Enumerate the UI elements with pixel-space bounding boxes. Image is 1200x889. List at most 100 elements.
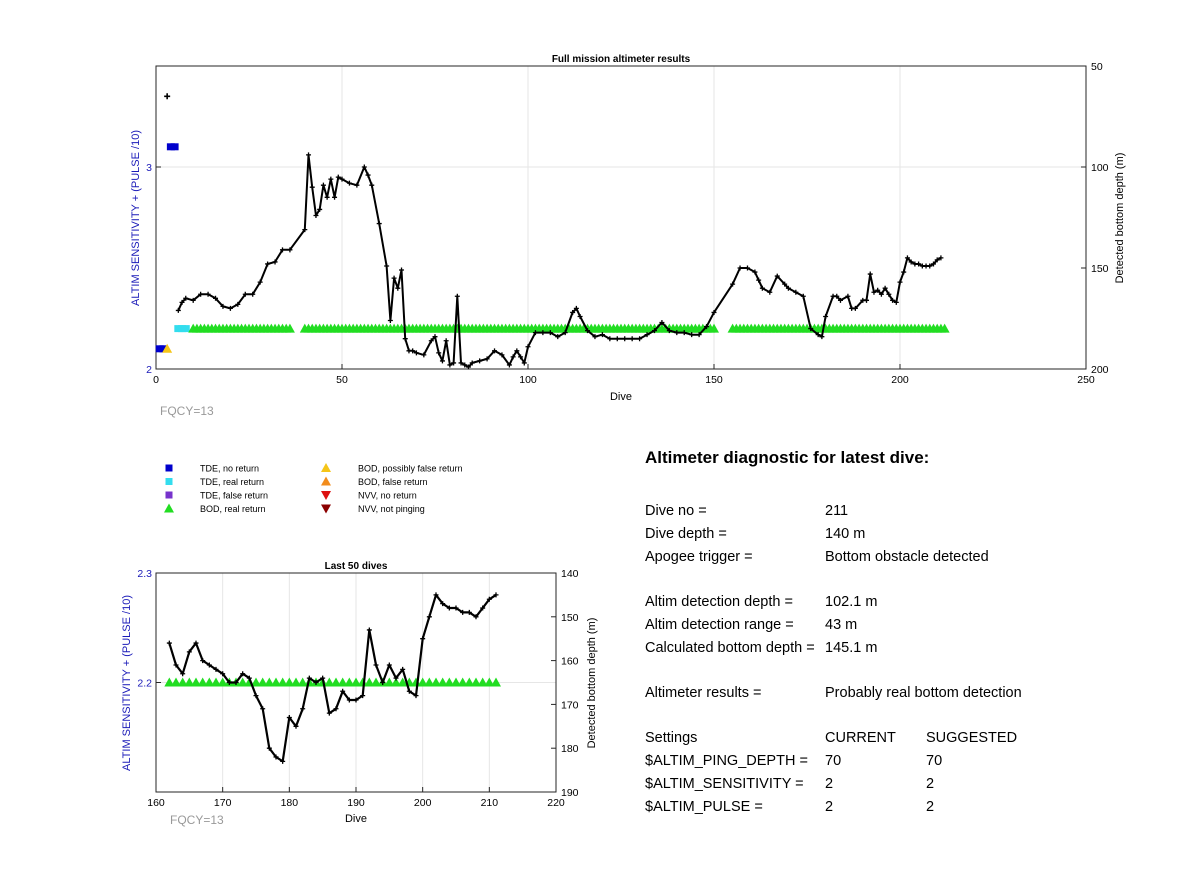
- depth-point: [175, 307, 181, 313]
- marker-triangle: [297, 677, 308, 687]
- depth-point: [391, 275, 397, 281]
- depth-point: [493, 592, 499, 598]
- depth-point: [361, 164, 367, 170]
- detection-depth-value: 102.1 m: [825, 594, 878, 610]
- x-tick-label: 210: [481, 797, 499, 809]
- x-tick-label: 250: [1077, 374, 1095, 386]
- depth-point: [875, 287, 881, 293]
- depth-point: [384, 263, 390, 269]
- marker-triangle: [477, 677, 488, 687]
- depth-point: [447, 362, 453, 368]
- depth-point: [540, 330, 546, 336]
- depth-point: [499, 352, 505, 358]
- depth-point: [428, 338, 434, 344]
- marker-triangle: [344, 677, 355, 687]
- marker-triangle: [251, 677, 261, 687]
- diagnostic-panel: Altimeter diagnostic for latest dive: Di…: [645, 448, 1185, 819]
- depth-point: [324, 194, 330, 200]
- legend-marker-triangle: [321, 476, 331, 486]
- depth-point: [562, 330, 568, 336]
- ping-depth-row: $ALTIM_PING_DEPTH = 70 70: [645, 750, 1185, 773]
- depth-point: [469, 360, 475, 366]
- depth-point: [164, 93, 171, 100]
- depth-point: [198, 291, 204, 297]
- depth-point: [570, 309, 576, 315]
- depth-point: [286, 715, 292, 721]
- y-left-tick-label: 2.3: [137, 568, 152, 580]
- depth-point: [480, 605, 486, 611]
- x-tick-label: 160: [147, 797, 165, 809]
- marker-triangle: [357, 677, 368, 687]
- depth-point: [173, 662, 179, 668]
- depth-point: [260, 706, 266, 712]
- depth-point: [293, 723, 299, 729]
- settings-label: Settings: [645, 730, 698, 746]
- depth-point: [577, 313, 583, 319]
- depth-point: [257, 279, 263, 285]
- depth-point: [451, 360, 457, 366]
- legend-marker-triangle: [164, 503, 174, 513]
- zoom-markers: [164, 677, 501, 687]
- marker-triangle: [257, 677, 268, 687]
- legend-label: BOD, real return: [200, 504, 266, 514]
- depth-point: [439, 358, 445, 364]
- depth-point: [240, 671, 246, 677]
- legend-marker-square: [165, 478, 173, 485]
- marker-triangle: [351, 677, 361, 687]
- depth-point: [886, 291, 892, 297]
- detection-range-value: 43 m: [825, 617, 858, 633]
- depth-point: [369, 182, 375, 188]
- depth-point: [514, 348, 520, 354]
- depth-point: [220, 671, 226, 677]
- zoom-x-ticks: 160 170 180 190 200 210 220: [147, 787, 565, 809]
- marker-triangle: [491, 677, 501, 687]
- depth-point: [279, 247, 285, 253]
- depth-point: [313, 212, 319, 218]
- depth-point: [871, 289, 877, 295]
- marker-triangle: [417, 677, 428, 687]
- depth-point: [328, 176, 334, 182]
- depth-point: [767, 289, 773, 295]
- depth-point: [313, 680, 319, 685]
- depth-point: [897, 279, 903, 285]
- depth-point: [402, 336, 408, 342]
- depth-point: [193, 640, 199, 646]
- depth-point: [335, 174, 341, 180]
- depth-point: [227, 305, 233, 311]
- x-tick-label: 100: [519, 374, 537, 386]
- marker-triangle: [162, 343, 173, 353]
- main-y-right-label: Detected bottom depth (m): [1114, 153, 1126, 284]
- depth-point: [930, 261, 936, 267]
- y-right-tick-label: 150: [561, 612, 579, 624]
- depth-point: [339, 176, 345, 182]
- depth-point: [737, 265, 743, 271]
- depth-point: [420, 636, 426, 642]
- zoom-y-right-label: Detected bottom depth (m): [586, 618, 598, 749]
- calculated-depth-label: Calculated bottom depth =: [645, 640, 815, 656]
- depth-point: [785, 285, 791, 291]
- depth-point: [934, 257, 940, 263]
- main-chart-title: Full mission altimeter results: [552, 54, 691, 65]
- marker-triangle: [471, 677, 481, 687]
- legend-marker-triangle: [321, 463, 331, 472]
- depth-point: [246, 675, 252, 681]
- depth-point: [353, 697, 359, 703]
- depth-point: [265, 261, 271, 267]
- legend-label: TDE, no return: [200, 464, 259, 474]
- depth-point: [466, 609, 472, 615]
- marker-triangle: [457, 677, 468, 687]
- legend-label: TDE, false return: [200, 491, 268, 501]
- marker-triangle: [451, 677, 461, 687]
- sensitivity-suggested: 2: [926, 776, 935, 792]
- marker-triangle: [277, 677, 288, 687]
- marker-triangle: [337, 677, 348, 687]
- depth-point: [599, 332, 605, 338]
- ping-depth-label: $ALTIM_PING_DEPTH =: [645, 753, 808, 769]
- x-tick-label: 0: [153, 374, 159, 386]
- depth-point: [510, 354, 516, 360]
- depth-point: [266, 745, 272, 751]
- marker-triangle: [211, 677, 221, 687]
- depth-point: [532, 330, 538, 336]
- apogee-row: Apogee trigger = Bottom obstacle detecte…: [645, 546, 1185, 569]
- depth-point: [585, 328, 591, 334]
